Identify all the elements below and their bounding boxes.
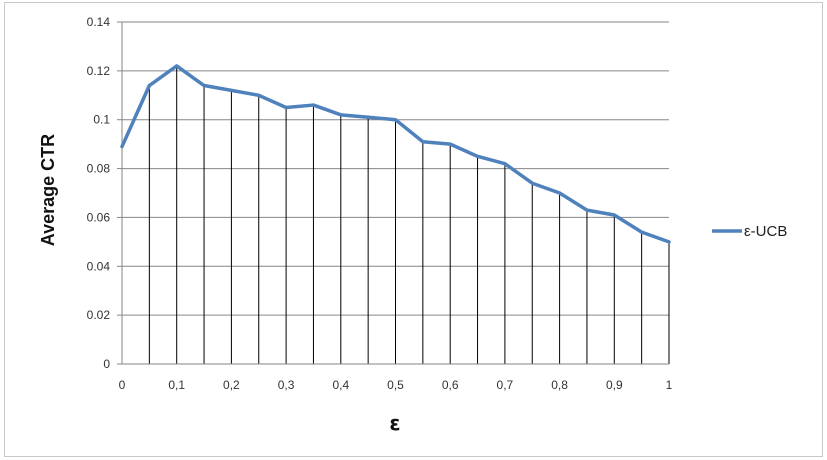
data-point-13 [476,154,480,158]
y-tick-label-2: 0.04 [87,259,111,273]
x-tick-label-4: 0,4 [332,378,349,392]
data-point-8 [339,113,343,117]
data-point-6 [284,106,288,109]
x-tick-label-6: 0,6 [442,378,459,392]
y-tick-label-5: 0.1 [93,113,110,127]
data-point-4 [229,88,233,92]
legend-label: ε-UCB [744,223,787,240]
x-tick-label-3: 0,3 [278,378,295,392]
y-tick-label-0: 0 [103,357,110,371]
x-tick-label-10: 1 [666,378,673,392]
y-axis-label: Average CTR [38,134,58,246]
y-tick-label-6: 0.12 [87,64,111,78]
data-point-17 [585,208,589,212]
y-tick-label-4: 0.08 [87,162,111,176]
x-tick-label-9: 0,9 [606,378,623,392]
y-tick-label-3: 0.06 [87,210,111,224]
data-point-11 [421,140,425,144]
data-point-20 [667,240,671,244]
axes [117,21,669,365]
x-axis-label: ε [389,411,400,435]
y-tick-label-1: 0.02 [87,308,111,322]
data-point-10 [394,118,397,122]
y-tick-label-7: 0.14 [87,15,111,29]
x-tick-label-8: 0,8 [551,378,568,392]
x-tick-label-0: 0 [119,378,126,392]
x-tick-label-5: 0,5 [387,378,404,392]
x-tick-label-2: 0,2 [223,378,240,392]
data-point-16 [558,191,562,195]
x-tick-label-7: 0,7 [497,378,514,392]
legend: ε-UCB [712,223,787,240]
drop-lines [121,65,670,364]
data-point-7 [311,103,315,107]
x-tick-label-1: 0,1 [168,378,185,392]
data-point-3 [202,84,206,88]
data-point-19 [640,230,644,234]
data-point-2 [175,64,179,68]
data-point-12 [448,142,452,146]
chart-frame [4,2,823,457]
x-tick-labels: 0 0,1 0,2 0,3 0,4 0,5 0,6 0,7 0,8 0,9 1 [119,378,673,392]
data-point-1 [147,84,151,88]
data-point-0 [120,145,124,149]
data-point-5 [257,93,261,97]
y-tick-labels: 0 0.02 0.04 0.06 0.08 0.1 0.12 0.14 [87,15,111,371]
data-point-9 [366,115,370,119]
data-point-14 [503,162,507,166]
series-lines [120,64,671,244]
data-point-18 [612,213,616,217]
data-point-15 [530,181,534,185]
